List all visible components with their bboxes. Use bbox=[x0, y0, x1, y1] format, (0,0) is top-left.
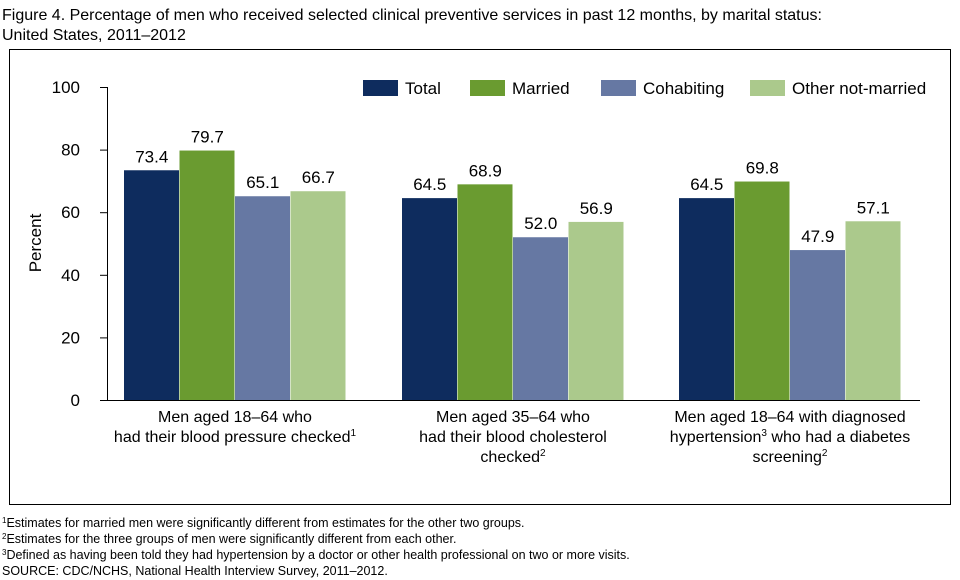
bar-total bbox=[679, 198, 734, 400]
chart-title-line-1: Figure 4. Percentage of men who received… bbox=[2, 7, 822, 24]
bar-other-not-married bbox=[290, 191, 346, 400]
legend-swatch bbox=[750, 80, 785, 96]
category-label: hypertension3 who had a diabetes bbox=[670, 428, 910, 446]
legend-swatch bbox=[363, 80, 398, 96]
bar-married bbox=[457, 184, 513, 400]
category-label: Men aged 18–64 who bbox=[158, 409, 312, 426]
bar-married bbox=[179, 150, 235, 400]
bars: 73.4 64.5 64.5 79.7 68.9 69.8 65.1 52.0 47.9 66.7… bbox=[124, 128, 901, 400]
data-label: 57.1 bbox=[857, 198, 890, 217]
category-label: Men aged 35–64 who bbox=[436, 409, 590, 426]
data-label: 52.0 bbox=[524, 214, 557, 233]
footnotes: 1Estimates for married men were signific… bbox=[2, 516, 630, 562]
y-tick-label: 20 bbox=[61, 328, 80, 347]
category-label: had their blood pressure checked1 bbox=[114, 428, 357, 446]
bar-cohabiting bbox=[790, 250, 845, 400]
y-tick-label: 40 bbox=[61, 266, 80, 285]
data-label: 79.7 bbox=[191, 128, 224, 147]
y-tick-label: 60 bbox=[61, 203, 80, 222]
legend-swatch bbox=[470, 80, 505, 96]
category-label: screening2 bbox=[753, 448, 828, 466]
y-axis-label: Percent bbox=[26, 213, 45, 272]
chart-title-line-2: United States, 2011–2012 bbox=[2, 27, 186, 44]
data-label: 73.4 bbox=[135, 147, 168, 166]
data-label: 66.7 bbox=[302, 168, 335, 187]
bar-total bbox=[124, 170, 179, 400]
legend-label: Total bbox=[405, 79, 441, 98]
footnote: 3Defined as having been told they had hy… bbox=[2, 548, 630, 562]
data-label: 69.8 bbox=[746, 159, 779, 178]
category-label: checked2 bbox=[480, 448, 546, 466]
y-tick-label: 0 bbox=[71, 391, 80, 410]
bar-married bbox=[734, 181, 790, 400]
bar-other-not-married bbox=[845, 221, 901, 400]
data-label: 47.9 bbox=[801, 227, 834, 246]
chart-frame bbox=[9, 49, 951, 505]
legend-label: Cohabiting bbox=[643, 79, 724, 98]
source-note: SOURCE: CDC/NCHS, National Health Interv… bbox=[2, 564, 388, 578]
category-labels: Men aged 18–64 who had their blood pressu… bbox=[114, 409, 910, 466]
footnote: 2Estimates for the three groups of men w… bbox=[2, 532, 456, 546]
bar-other-not-married bbox=[568, 221, 624, 400]
category-label: had their blood cholesterol bbox=[419, 429, 607, 446]
y-tick-label: 100 bbox=[52, 78, 80, 97]
data-label: 64.5 bbox=[690, 175, 723, 194]
legend-label: Other not-married bbox=[792, 79, 926, 98]
footnote: 1Estimates for married men were signific… bbox=[2, 516, 525, 530]
legend-label: Married bbox=[512, 79, 570, 98]
category-label: Men aged 18–64 with diagnosed bbox=[674, 409, 905, 426]
bar-cohabiting bbox=[513, 237, 568, 400]
bar-cohabiting bbox=[235, 196, 290, 400]
legend-swatch bbox=[601, 80, 636, 96]
data-label: 65.1 bbox=[246, 173, 279, 192]
data-label: 56.9 bbox=[580, 199, 613, 218]
axes: 0 20 40 60 80 100 bbox=[52, 78, 920, 410]
bar-total bbox=[402, 198, 457, 400]
legend: Total Married Cohabiting Other not-married bbox=[363, 79, 926, 98]
y-tick-label: 80 bbox=[61, 141, 80, 160]
data-label: 64.5 bbox=[413, 175, 446, 194]
data-label: 68.9 bbox=[469, 161, 502, 180]
